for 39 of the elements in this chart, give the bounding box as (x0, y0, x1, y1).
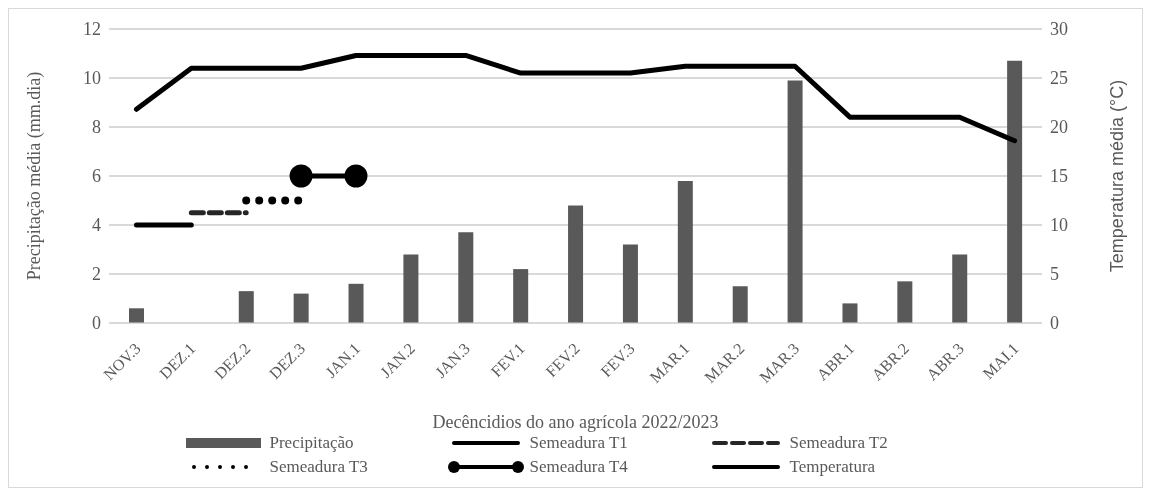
bar (568, 205, 584, 323)
bar (732, 286, 748, 323)
y-axis-title: Precipitação média (mm.dia) (24, 71, 46, 281)
y-tick-label: 4 (92, 215, 101, 236)
y2-tick-label: 0 (1050, 313, 1059, 334)
legend-label: Semeadura T2 (789, 433, 888, 453)
bar (842, 303, 858, 323)
bar (293, 293, 309, 323)
legend-label: Semeadura T4 (529, 457, 628, 477)
y-tick-label: 0 (92, 313, 101, 334)
bar (1007, 60, 1023, 323)
y-tick-label: 6 (92, 166, 101, 187)
bar (677, 180, 693, 323)
y2-tick-label: 15 (1050, 166, 1068, 187)
y-tick-label: 2 (92, 264, 101, 285)
legend-label: Temperatura (789, 457, 876, 477)
y-tick-label: 8 (92, 117, 101, 138)
y2-tick-label: 5 (1050, 264, 1059, 285)
bar (513, 269, 529, 323)
bar (787, 80, 803, 323)
bar (129, 308, 144, 323)
y2-axis-title: Temperatura média (°C) (1107, 79, 1128, 273)
y2-tick-label: 10 (1050, 215, 1068, 236)
bar (622, 244, 638, 323)
bar (348, 283, 364, 323)
legend-label: Semeadura T1 (529, 433, 628, 453)
bar (238, 291, 254, 323)
bar (403, 254, 419, 323)
y2-tick-label: 25 (1050, 68, 1068, 89)
legend-label: Precipitação (269, 433, 354, 453)
bar (458, 232, 474, 323)
y2-tick-label: 20 (1050, 117, 1068, 138)
x-axis-title: Decêncidios do ano agrícola 2022/2023 (432, 412, 719, 432)
y-tick-label: 12 (83, 19, 101, 40)
bar (897, 281, 913, 323)
legend-label: Semeadura T3 (269, 457, 368, 477)
y-tick-label: 10 (83, 68, 101, 89)
bar (952, 254, 968, 323)
y2-tick-label: 30 (1050, 19, 1068, 40)
